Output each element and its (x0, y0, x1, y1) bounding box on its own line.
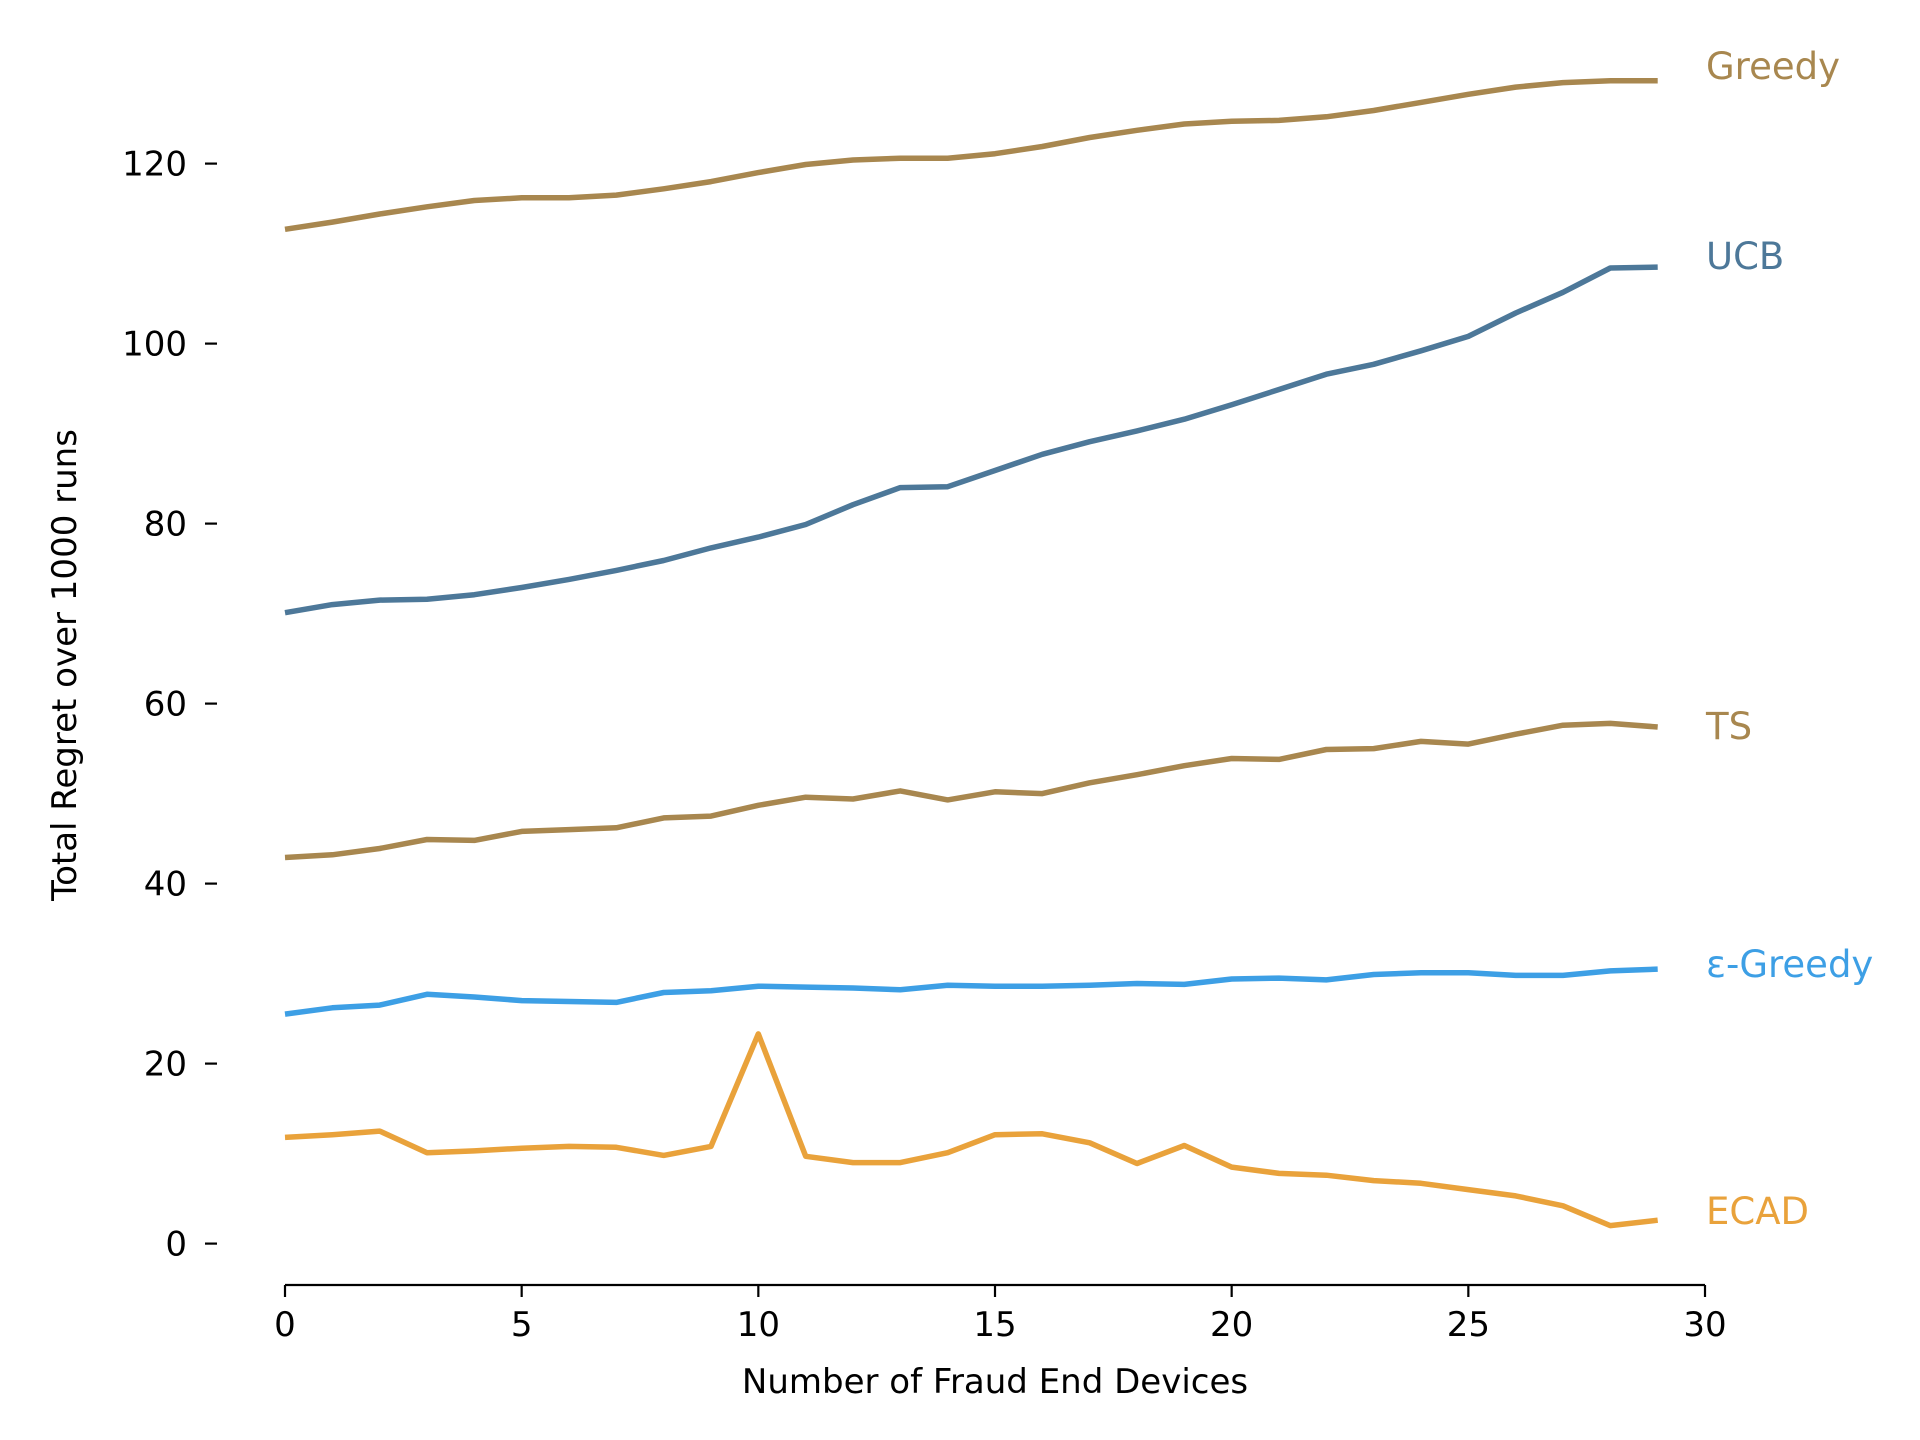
x-tick-label: 20 (1210, 1305, 1253, 1345)
y-axis-title: Total Regret over 1000 runs (45, 429, 85, 902)
y-tick-label: 120 (122, 145, 187, 185)
series-label-ts: TS (1705, 705, 1752, 748)
series-line-ts (284, 720, 1658, 861)
series-labels: Greedy UCB TS ε-Greedy ECAD (1705, 45, 1873, 1233)
series-label-ucb: UCB (1706, 235, 1784, 278)
x-tick-label: 10 (737, 1305, 780, 1345)
y-tick-label: 0 (165, 1225, 187, 1265)
x-axis-title: Number of Fraud End Devices (742, 1362, 1248, 1402)
series-line-greedy (284, 78, 1658, 233)
y-axis: 0 20 40 60 80 100 120 (122, 145, 217, 1265)
x-tick-label: 5 (511, 1305, 533, 1345)
y-tick-label: 100 (122, 325, 187, 365)
y-tick-label: 40 (144, 865, 187, 905)
x-tick-label: 30 (1683, 1305, 1726, 1345)
series-layer (284, 78, 1659, 1229)
y-tick-label: 80 (144, 505, 187, 545)
y-tick-label: 20 (144, 1045, 187, 1085)
series-label-ecad: ECAD (1706, 1190, 1809, 1233)
series-label-greedy: ε-Greedy (1706, 943, 1873, 986)
x-axis: 0 5 10 15 20 25 30 (274, 1283, 1727, 1345)
series-line-greedy (284, 966, 1658, 1017)
series-line-ucb (284, 264, 1658, 616)
series-label-greedy: Greedy (1706, 45, 1840, 88)
x-tick-label: 15 (973, 1305, 1016, 1345)
x-tick-label: 25 (1447, 1305, 1490, 1345)
series-line-ecad (284, 1031, 1659, 1229)
x-tick-label: 0 (274, 1305, 296, 1345)
y-tick-label: 60 (144, 685, 187, 725)
